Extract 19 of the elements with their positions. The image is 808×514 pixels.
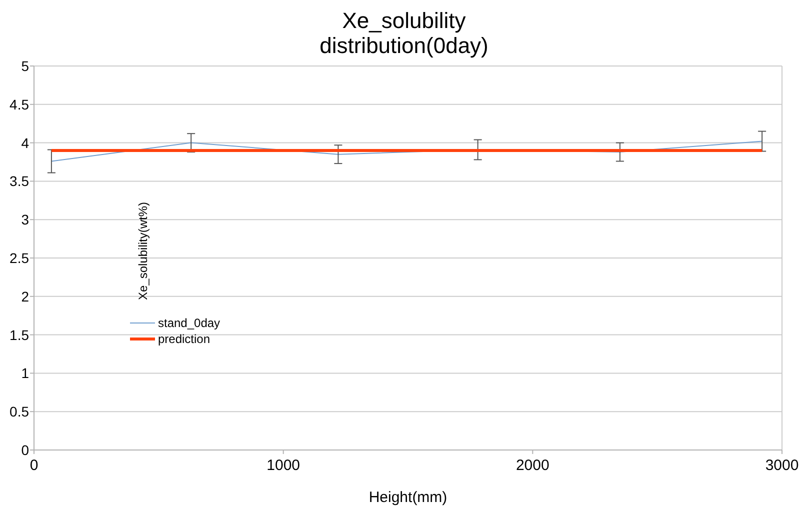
legend-label: stand_0day [158,316,220,330]
y-tick-label: 5 [21,58,30,74]
y-tick-label: 3.5 [10,173,30,190]
legend-label: prediction [158,332,210,346]
x-tick-label: 1000 [266,457,300,474]
y-tick-label: 4 [21,134,30,151]
y-axis-title: Xe_solubility(wt%) [136,202,150,300]
y-tick-label: 1.5 [10,326,30,343]
chart-title: Xe_solubility distribution(0day) [320,8,488,58]
x-tick-label: 3000 [765,457,799,474]
x-tick-label: 2000 [516,457,550,474]
x-axis-title: Height(mm) [368,489,448,506]
y-tick-label: 1 [21,365,30,382]
y-tick-label: 0 [21,442,30,458]
y-tick-label: 3 [21,212,30,228]
y-tick-label: 4.5 [10,96,30,112]
y-tick-label: 0.5 [10,404,30,420]
y-tick-label: 2.5 [10,250,30,266]
y-tick-label: 2 [21,288,30,304]
